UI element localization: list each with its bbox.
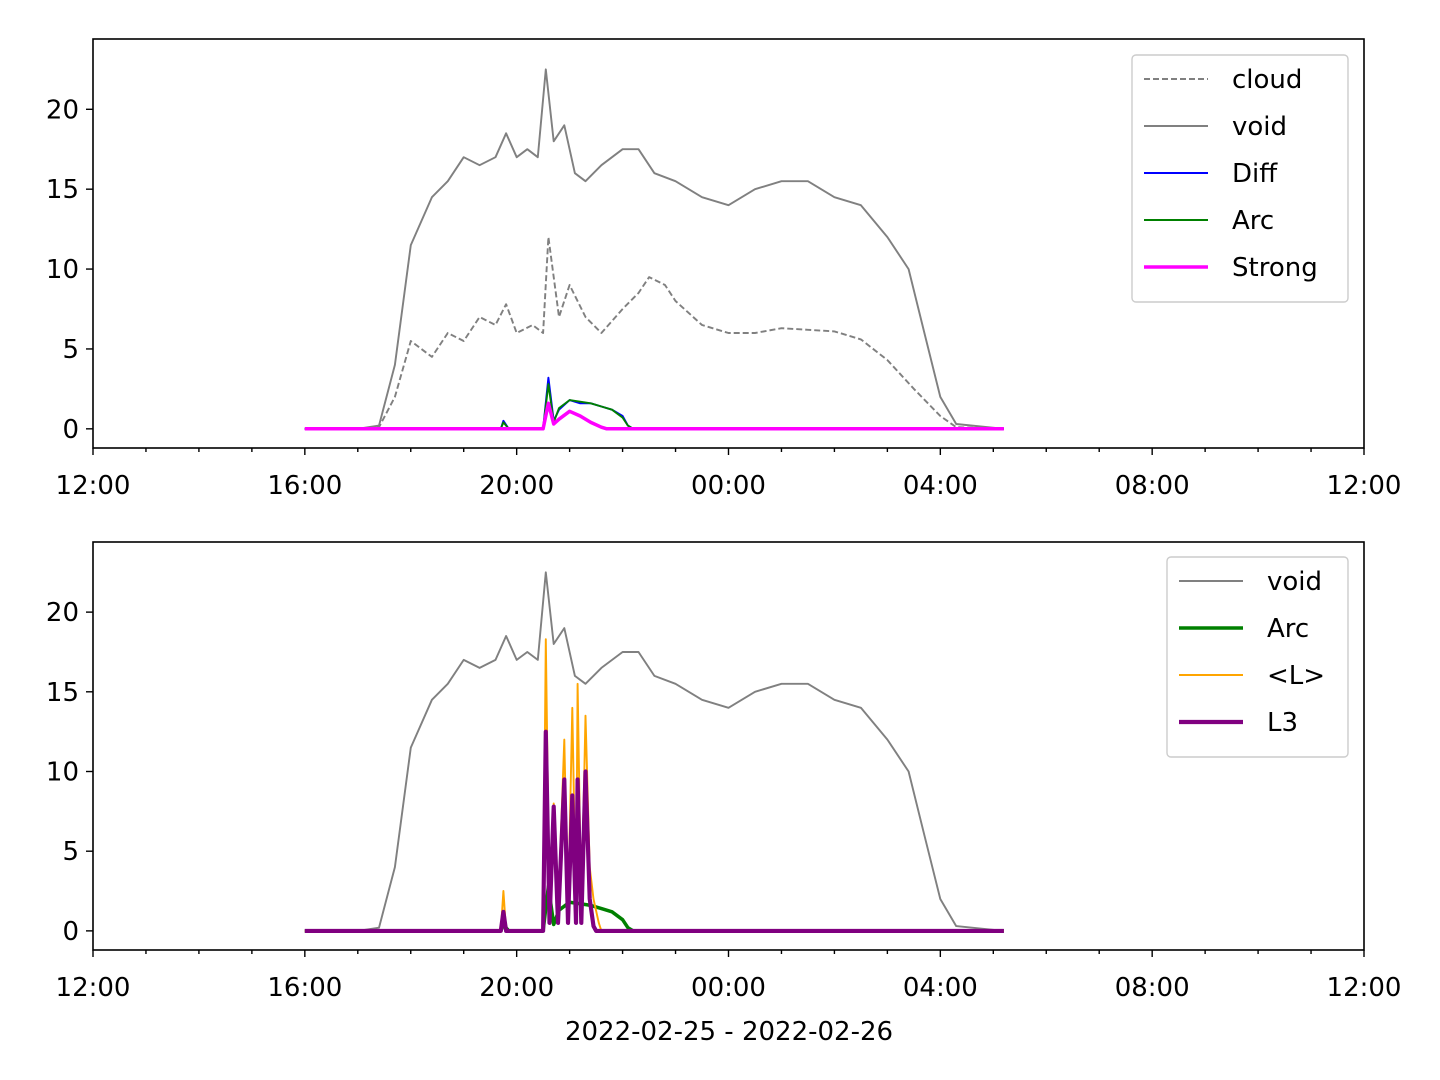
legend-label: <L> <box>1267 661 1325 691</box>
legend-label: Arc <box>1232 206 1274 236</box>
x-tick-label: 12:00 <box>1327 973 1402 1003</box>
x-tick-label: 16:00 <box>267 471 342 501</box>
y-tick-label: 5 <box>62 837 79 867</box>
y-tick-label: 0 <box>62 917 79 947</box>
legend-label: void <box>1232 112 1287 142</box>
x-tick-label: 04:00 <box>903 973 978 1003</box>
y-tick-label: 15 <box>46 678 79 708</box>
x-tick-label: 08:00 <box>1115 973 1190 1003</box>
bottom-chart-panel: 12:00 16:00 20:00 00:00 04:00 08:00 12:00 0 5 10 1… <box>46 541 1402 1003</box>
x-tick-label: 12:00 <box>56 471 131 501</box>
series-line-strong <box>304 401 1004 431</box>
legend-label: cloud <box>1232 65 1302 95</box>
series-line-void <box>304 68 1004 430</box>
legend-label: L3 <box>1267 708 1298 738</box>
x-tick-label: 12:00 <box>56 973 131 1003</box>
x-tick-label: 00:00 <box>691 973 766 1003</box>
y-tick-label: 20 <box>46 598 79 628</box>
legend-label: Arc <box>1267 614 1309 644</box>
legend-label: Diff <box>1232 159 1278 189</box>
series-line-void <box>304 571 1004 932</box>
series-line-diff <box>304 376 1004 430</box>
series-line-arc <box>304 884 1004 933</box>
y-tick-label: 0 <box>62 415 79 445</box>
y-tick-label: 10 <box>46 758 79 788</box>
legend-label: Strong <box>1232 253 1318 283</box>
legend-box <box>1166 556 1349 758</box>
x-tick-label: 16:00 <box>267 973 342 1003</box>
legend-box <box>1131 54 1349 303</box>
legend-label: void <box>1267 567 1322 597</box>
y-tick-label: 10 <box>46 255 79 285</box>
series-line-l3 <box>304 729 1004 933</box>
y-tick-label: 20 <box>46 95 79 125</box>
y-tick-label: 15 <box>46 175 79 205</box>
series-line-cloud <box>304 236 1004 430</box>
top-chart-panel: 12:00 16:00 20:00 00:00 04:00 08:00 12:00 0 5 10 1… <box>46 38 1402 501</box>
x-tick-label: 20:00 <box>479 973 554 1003</box>
x-axis-label: 2022-02-25 - 2022-02-26 <box>565 1017 893 1047</box>
y-tick-label: 5 <box>62 335 79 365</box>
x-tick-label: 00:00 <box>691 471 766 501</box>
x-tick-label: 20:00 <box>479 471 554 501</box>
series-line-arc <box>304 383 1004 430</box>
series-line-l <box>304 638 1004 932</box>
x-tick-label: 12:00 <box>1327 471 1402 501</box>
x-tick-label: 04:00 <box>903 471 978 501</box>
x-tick-label: 08:00 <box>1115 471 1190 501</box>
